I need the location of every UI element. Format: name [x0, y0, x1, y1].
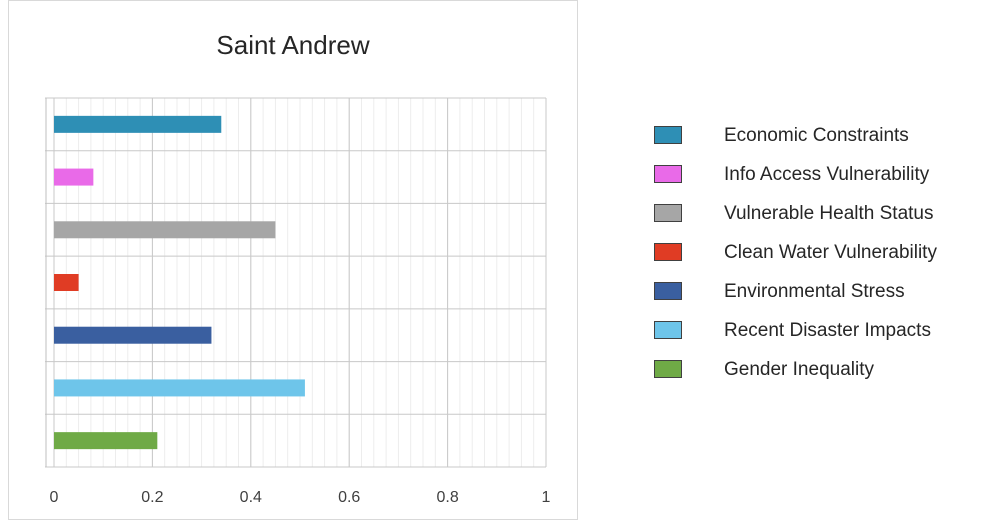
x-tick-label: 1	[542, 489, 551, 506]
legend-swatch	[654, 243, 682, 261]
bar-vulnerable-health-status	[54, 221, 276, 239]
legend-swatch	[654, 126, 682, 144]
legend-label: Environmental Stress	[724, 281, 905, 302]
legend-swatch	[654, 360, 682, 378]
bar-clean-water-vulnerability	[54, 274, 79, 291]
legend-swatch	[654, 282, 682, 300]
legend-swatch	[654, 204, 682, 222]
x-tick-label: 0.2	[141, 489, 163, 506]
legend-item: Clean Water Vulnerability	[640, 241, 1002, 265]
legend-label: Recent Disaster Impacts	[724, 320, 931, 341]
legend-label: Clean Water Vulnerability	[724, 242, 937, 263]
legend-swatch	[654, 321, 682, 339]
legend-label: Info Access Vulnerability	[724, 164, 930, 185]
chart-title: Saint Andrew	[216, 30, 370, 60]
x-tick-label: 0.4	[240, 489, 262, 506]
legend-item: Recent Disaster Impacts	[640, 319, 1002, 343]
legend-label: Gender Inequality	[724, 359, 874, 380]
legend-item: Economic Constraints	[640, 124, 1002, 148]
bar-recent-disaster-impacts	[54, 379, 305, 397]
legend-label: Economic Constraints	[724, 125, 909, 146]
bar-environmental-stress	[54, 326, 212, 344]
legend-item: Environmental Stress	[640, 280, 1002, 304]
bar-info-access-vulnerability	[54, 168, 94, 186]
legend-swatch	[654, 165, 682, 183]
bar-economic-constraints	[54, 115, 222, 133]
legend-item: Vulnerable Health Status	[640, 202, 1002, 226]
x-tick-label: 0	[50, 489, 59, 506]
x-tick-label: 0.6	[338, 489, 360, 506]
legend-label: Vulnerable Health Status	[724, 203, 934, 224]
x-tick-label: 0.8	[436, 489, 458, 506]
bar-gender-inequality	[54, 432, 158, 450]
legend-item: Gender Inequality	[640, 358, 1002, 382]
legend-item: Info Access Vulnerability	[640, 163, 1002, 187]
